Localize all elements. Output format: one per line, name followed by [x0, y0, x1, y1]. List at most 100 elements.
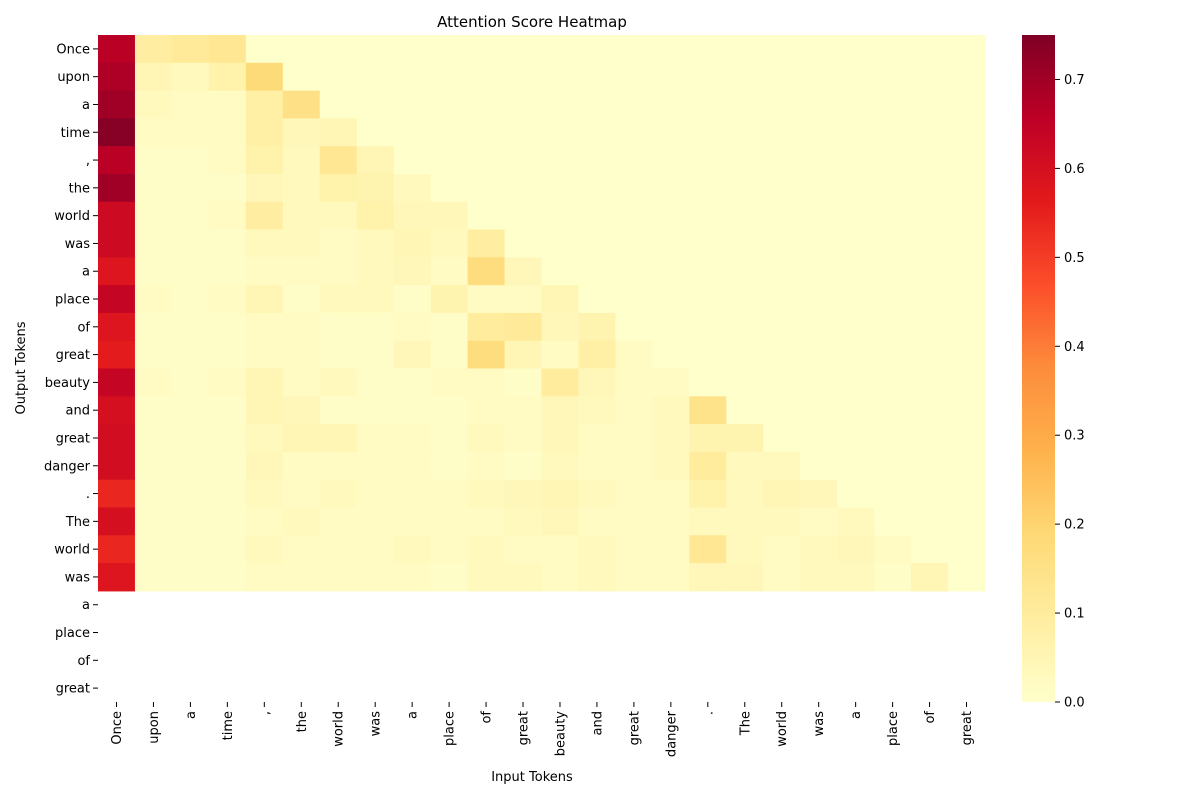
heatmap-cell — [541, 146, 580, 175]
x-tick-label: was — [369, 711, 384, 737]
y-tick-label: place — [55, 293, 90, 308]
heatmap-cell — [356, 146, 395, 175]
heatmap-cell — [800, 146, 838, 175]
y-tick-label: time — [61, 126, 90, 141]
heatmap-cell — [393, 173, 432, 203]
heatmap-cell — [948, 424, 986, 453]
heatmap-cell — [171, 396, 210, 425]
heatmap-cell — [726, 424, 764, 453]
heatmap-cell — [467, 201, 506, 231]
heatmap-cell — [800, 257, 838, 286]
heatmap-cell — [911, 285, 949, 314]
heatmap-cell — [430, 285, 469, 314]
heatmap-cell — [763, 35, 801, 64]
heatmap-cell — [208, 201, 247, 231]
heatmap-cell — [208, 62, 247, 92]
heatmap-cell — [763, 479, 801, 509]
heatmap-cell — [98, 229, 136, 258]
heatmap-cell — [430, 563, 469, 592]
heatmap-cell — [800, 424, 838, 453]
heatmap-cell — [467, 507, 506, 536]
x-tick-label: great — [960, 711, 975, 745]
heatmap-cell — [763, 424, 801, 453]
heatmap-cell — [948, 146, 986, 175]
heatmap-cell — [134, 396, 173, 425]
heatmap-cell — [393, 340, 432, 370]
heatmap-cell — [763, 62, 801, 92]
heatmap-cell — [541, 118, 580, 147]
heatmap-cell — [578, 312, 617, 342]
y-tick-label: a — [82, 98, 90, 113]
heatmap-cell — [467, 396, 506, 425]
colorbar-tick-label: 0.3 — [1064, 429, 1085, 444]
heatmap-cell — [430, 146, 469, 175]
heatmap-cell — [615, 451, 653, 481]
heatmap-cell — [171, 340, 210, 370]
x-tick-label: of — [923, 711, 938, 724]
heatmap-cell — [208, 173, 247, 203]
heatmap-cell — [874, 340, 912, 370]
heatmap-cell — [948, 507, 986, 536]
heatmap-cell — [319, 424, 358, 453]
heatmap-cell — [763, 340, 801, 370]
heatmap-cell — [578, 146, 617, 175]
heatmap-cells — [98, 35, 986, 592]
heatmap-cell — [578, 424, 617, 453]
heatmap-cell — [948, 229, 986, 258]
y-tick-label: a — [82, 598, 90, 613]
heatmap-cell — [504, 90, 543, 119]
heatmap-cell — [763, 285, 801, 314]
colorbar-tick-label: 0.0 — [1064, 696, 1085, 711]
heatmap-cell — [282, 424, 321, 453]
heatmap-cell — [948, 368, 986, 397]
heatmap-cell — [319, 285, 358, 314]
y-tick-label: the — [69, 181, 90, 196]
x-tick-label: world — [775, 711, 790, 747]
heatmap-cell — [578, 257, 617, 286]
heatmap-cell — [393, 146, 432, 175]
heatmap-cell — [504, 201, 543, 231]
y-tick-label: great — [56, 348, 90, 363]
x-tick-label: , — [258, 711, 273, 715]
heatmap-cell — [874, 535, 912, 564]
heatmap-cell — [763, 396, 801, 425]
heatmap-cell — [726, 229, 764, 258]
heatmap-cell — [874, 118, 912, 147]
heatmap-cell — [356, 563, 395, 592]
heatmap-cell — [911, 90, 949, 119]
heatmap-cell — [726, 368, 764, 397]
heatmap-cell — [356, 35, 395, 64]
heatmap-cell — [800, 312, 838, 342]
heatmap-cell — [652, 535, 690, 564]
heatmap-cell — [282, 118, 321, 147]
heatmap-cell — [726, 535, 764, 564]
heatmap-cell — [578, 35, 617, 64]
heatmap-cell — [874, 396, 912, 425]
heatmap-cell — [467, 285, 506, 314]
heatmap-cell — [245, 368, 284, 397]
heatmap-cell — [652, 285, 690, 314]
heatmap-cell — [837, 285, 875, 314]
x-tick-label: world — [332, 711, 347, 747]
heatmap-cell — [689, 312, 727, 342]
heatmap-cell — [837, 35, 875, 64]
heatmap-cell — [208, 507, 247, 536]
heatmap-cell — [652, 451, 690, 481]
heatmap-cell — [578, 201, 617, 231]
heatmap-cell — [98, 173, 136, 203]
heatmap-cell — [430, 118, 469, 147]
heatmap-cell — [652, 257, 690, 286]
heatmap-cell — [948, 396, 986, 425]
heatmap-cell — [171, 229, 210, 258]
heatmap-cell — [948, 35, 986, 64]
heatmap-cell — [837, 507, 875, 536]
heatmap-cell — [615, 312, 653, 342]
heatmap-cell — [948, 451, 986, 481]
x-axis-label: Input Tokens — [491, 770, 573, 785]
heatmap-cell — [134, 312, 173, 342]
y-axis-ticks: Once upon a time, the world was a place of great be… — [44, 42, 98, 697]
heatmap-cell — [689, 507, 727, 536]
heatmap-cell — [948, 340, 986, 370]
heatmap-cell — [282, 229, 321, 258]
heatmap-cell — [837, 396, 875, 425]
